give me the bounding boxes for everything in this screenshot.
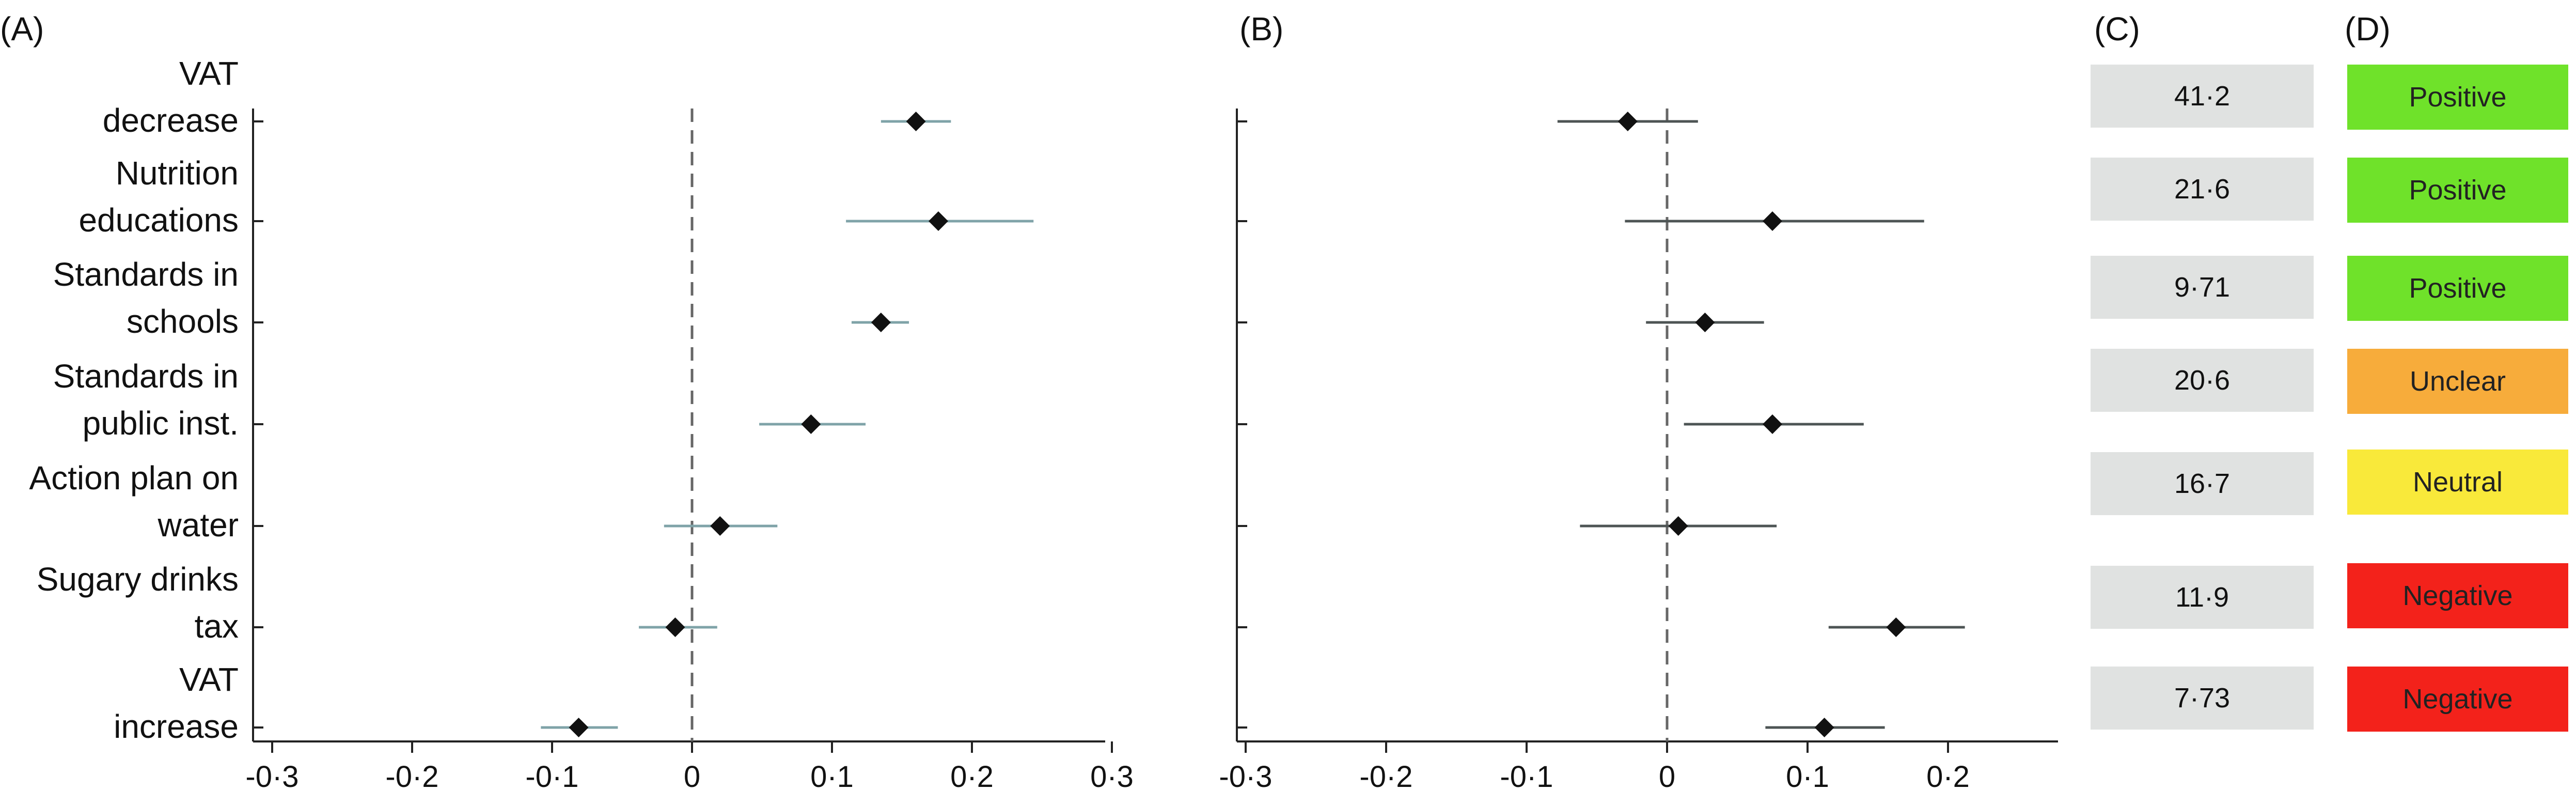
panel-a-estimate-marker xyxy=(906,112,926,131)
category-label-line1: VAT xyxy=(179,661,239,698)
panel-a-x-tick-label: -0·1 xyxy=(525,760,578,794)
table-c-value: 7·73 xyxy=(2091,667,2314,730)
category-label-line2: educations xyxy=(78,202,239,239)
panel-b-x-tick-label: -0·3 xyxy=(1219,760,1272,794)
panel-b-estimate-marker xyxy=(1814,718,1834,737)
category-label-line2: decrease xyxy=(103,102,239,139)
table-d-effect: Positive xyxy=(2347,256,2568,321)
panel-a-estimate-marker xyxy=(801,414,821,434)
panel-b-estimate-marker xyxy=(1763,211,1782,231)
category-label-line1: Standards in xyxy=(53,256,239,293)
panel-a-label: (A) xyxy=(0,10,44,48)
table-d-effect: Negative xyxy=(2347,563,2568,628)
panel-b-label: (B) xyxy=(1239,10,1283,48)
category-label-line2: increase xyxy=(114,708,239,745)
category-label-line2: schools xyxy=(127,303,239,340)
panel-a-estimate-marker xyxy=(871,313,891,332)
panel-a-estimate-marker xyxy=(569,718,589,737)
panel-a-x-tick-label: 0·3 xyxy=(1090,760,1134,794)
table-c-value: 16·7 xyxy=(2091,452,2314,515)
panel-a-x-tick-label: 0·1 xyxy=(810,760,854,794)
category-label-line2: public inst. xyxy=(83,405,239,442)
table-d-effect: Positive xyxy=(2347,158,2568,223)
category-label-line2: tax xyxy=(195,608,239,645)
table-c-value: 9·71 xyxy=(2091,256,2314,319)
category-label-line1: Standards in xyxy=(53,358,239,395)
category-label-line1: Action plan on xyxy=(29,459,239,497)
panel-b-estimate-marker xyxy=(1763,414,1782,434)
table-c-value: 20·6 xyxy=(2091,349,2314,412)
panel-b-x-tick-label: 0·1 xyxy=(1786,760,1829,794)
panel-b: -0·3 -0·2 -0·1 0 0·1 0·2 xyxy=(1219,109,2058,794)
table-c-value: 21·6 xyxy=(2091,158,2314,221)
table-d-effect: Negative xyxy=(2347,667,2568,732)
panel-b-x-tick-label: 0·2 xyxy=(1926,760,1970,794)
panel-a: -0·3 -0·2 -0·1 0 0·1 0·2 0·3 xyxy=(245,109,1134,794)
panel-a-estimate-marker xyxy=(928,211,948,231)
panel-b-x-tick-label: -0·1 xyxy=(1500,760,1553,794)
category-label-line1: Nutrition xyxy=(116,154,239,192)
panel-c-label: (C) xyxy=(2094,10,2140,48)
category-label-line1: Sugary drinks xyxy=(37,561,239,598)
category-label-line2: water xyxy=(158,506,239,544)
panel-b-x-tick-label: -0·2 xyxy=(1359,760,1412,794)
panel-a-x-tick-label: -0·3 xyxy=(245,760,299,794)
category-labels: VAT decrease Nutrition educations Standards … xyxy=(29,55,239,745)
panel-a-x-tick-label: 0 xyxy=(684,760,700,794)
panel-a-x-tick-label: 0·2 xyxy=(950,760,994,794)
table-d-effect: Neutral xyxy=(2347,450,2568,515)
panel-a-estimate-marker xyxy=(710,516,730,536)
panel-b-estimate-marker xyxy=(1695,313,1715,332)
panel-b-estimate-marker xyxy=(1617,112,1638,131)
panel-d-label: (D) xyxy=(2345,10,2391,48)
category-label-line1: VAT xyxy=(179,55,239,92)
panel-b-estimate-marker xyxy=(1668,516,1688,536)
panel-a-estimate-marker xyxy=(665,617,685,637)
table-d-effect: Unclear xyxy=(2347,349,2568,414)
table-d-effect: Positive xyxy=(2347,65,2568,130)
table-c-value: 41·2 xyxy=(2091,65,2314,128)
panel-b-x-tick-label: 0 xyxy=(1659,760,1675,794)
panel-b-estimate-marker xyxy=(1886,617,1906,637)
table-c-value: 11·9 xyxy=(2091,566,2314,629)
panel-a-x-tick-label: -0·2 xyxy=(385,760,438,794)
